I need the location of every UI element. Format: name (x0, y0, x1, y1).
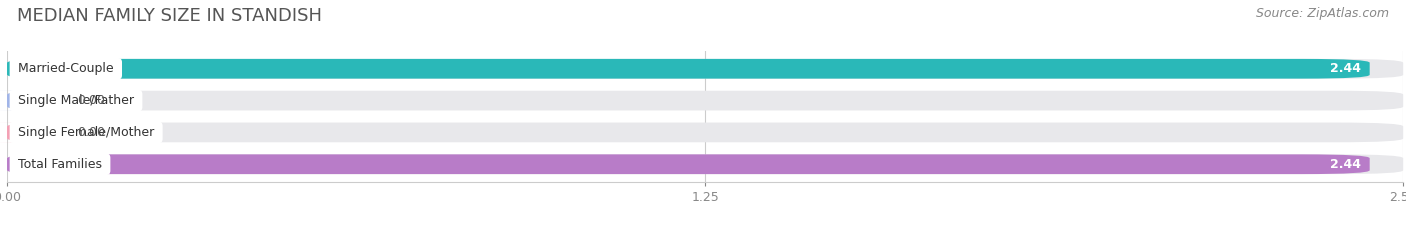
FancyBboxPatch shape (0, 91, 75, 110)
Text: Single Female/Mother: Single Female/Mother (14, 126, 159, 139)
FancyBboxPatch shape (7, 91, 1403, 110)
FancyBboxPatch shape (7, 154, 1403, 174)
FancyBboxPatch shape (0, 123, 75, 142)
FancyBboxPatch shape (7, 123, 1403, 142)
Text: 2.44: 2.44 (1330, 62, 1361, 75)
Text: 0.00: 0.00 (77, 126, 105, 139)
Text: Total Families: Total Families (14, 158, 105, 171)
FancyBboxPatch shape (7, 59, 1369, 79)
Text: MEDIAN FAMILY SIZE IN STANDISH: MEDIAN FAMILY SIZE IN STANDISH (17, 7, 322, 25)
Text: Single Male/Father: Single Male/Father (14, 94, 138, 107)
Text: 2.44: 2.44 (1330, 158, 1361, 171)
FancyBboxPatch shape (7, 154, 1369, 174)
FancyBboxPatch shape (7, 59, 1403, 79)
Text: 0.00: 0.00 (77, 94, 105, 107)
Text: Source: ZipAtlas.com: Source: ZipAtlas.com (1256, 7, 1389, 20)
Text: Married-Couple: Married-Couple (14, 62, 118, 75)
